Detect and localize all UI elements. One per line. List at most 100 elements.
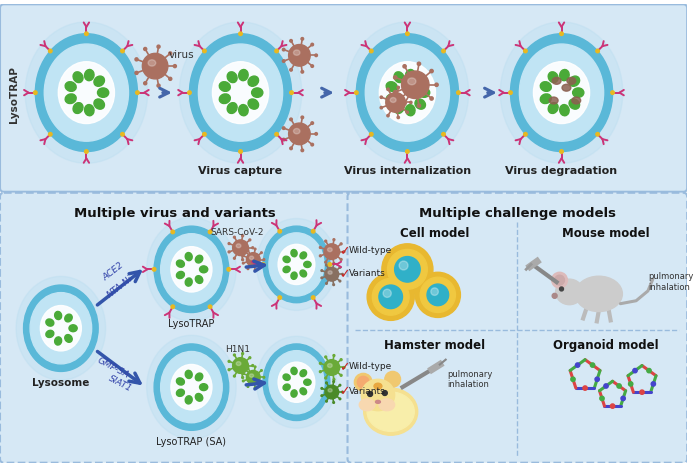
Ellipse shape [186,278,192,286]
Ellipse shape [154,226,229,312]
Circle shape [339,398,341,400]
Circle shape [610,404,615,408]
Circle shape [343,367,345,368]
Ellipse shape [239,105,248,116]
Circle shape [406,92,409,94]
Circle shape [324,244,340,260]
Ellipse shape [65,314,72,322]
Circle shape [333,379,335,381]
Ellipse shape [25,22,148,163]
Circle shape [435,83,438,86]
Ellipse shape [394,72,404,83]
Text: GMP-SA: GMP-SA [95,355,130,380]
Circle shape [282,60,285,63]
Circle shape [234,354,235,356]
Circle shape [332,402,335,403]
Ellipse shape [198,44,283,141]
Ellipse shape [195,276,203,283]
Circle shape [604,384,608,388]
Circle shape [325,268,339,281]
Text: Variants: Variants [349,387,385,396]
Circle shape [241,235,244,237]
Circle shape [234,257,235,259]
Circle shape [254,248,256,250]
Circle shape [332,284,335,285]
Circle shape [157,45,160,48]
Ellipse shape [283,256,290,262]
Ellipse shape [407,78,416,85]
Circle shape [420,277,456,312]
Ellipse shape [256,219,337,311]
Ellipse shape [572,97,581,104]
Circle shape [325,385,339,399]
Ellipse shape [171,364,212,410]
Ellipse shape [283,374,290,381]
Circle shape [600,396,604,401]
Ellipse shape [367,392,414,432]
Circle shape [321,270,323,271]
Circle shape [275,49,279,53]
Ellipse shape [394,103,404,113]
Ellipse shape [251,88,262,97]
Circle shape [290,69,293,71]
Circle shape [241,259,244,261]
FancyBboxPatch shape [0,4,687,192]
Circle shape [326,283,328,284]
Circle shape [136,91,139,94]
Text: Hamster model: Hamster model [384,340,485,353]
Text: Virus capture: Virus capture [198,166,283,176]
Circle shape [328,262,332,266]
Ellipse shape [65,82,76,92]
Ellipse shape [212,62,269,124]
Circle shape [559,287,564,291]
Ellipse shape [46,319,54,326]
Circle shape [370,133,373,136]
Ellipse shape [291,367,297,375]
Circle shape [403,64,406,68]
Ellipse shape [236,244,241,248]
Text: LysoTRAP (SA): LysoTRAP (SA) [156,437,226,447]
Text: LysoTRAP: LysoTRAP [8,66,19,123]
Circle shape [442,133,445,136]
Circle shape [617,384,622,388]
Circle shape [339,280,341,282]
Ellipse shape [147,218,236,321]
Circle shape [288,44,310,66]
Text: ✓: ✓ [340,245,350,258]
Circle shape [247,367,248,369]
Circle shape [202,133,206,136]
Ellipse shape [328,389,332,392]
Ellipse shape [540,82,552,92]
Circle shape [590,363,595,367]
Circle shape [171,305,174,309]
Ellipse shape [300,252,307,259]
Circle shape [242,373,244,375]
Ellipse shape [85,105,94,116]
Circle shape [169,78,172,80]
Ellipse shape [291,272,297,279]
Circle shape [290,147,293,149]
Ellipse shape [97,88,108,97]
Ellipse shape [176,271,184,279]
Circle shape [290,91,293,94]
Circle shape [144,82,147,85]
Circle shape [552,272,568,288]
Circle shape [315,133,317,135]
Ellipse shape [269,351,324,414]
Circle shape [319,255,321,257]
Text: pulmonary
inhalation: pulmonary inhalation [447,369,493,389]
Circle shape [311,122,314,124]
Ellipse shape [356,34,458,151]
Ellipse shape [278,362,315,403]
Circle shape [430,97,433,100]
Ellipse shape [65,334,72,342]
Ellipse shape [365,44,449,141]
Text: ACE2: ACE2 [101,261,125,282]
Circle shape [340,259,342,261]
Ellipse shape [65,94,76,104]
Circle shape [552,293,557,298]
Circle shape [342,391,343,393]
Ellipse shape [304,379,311,385]
Circle shape [227,268,230,271]
Ellipse shape [291,390,297,397]
